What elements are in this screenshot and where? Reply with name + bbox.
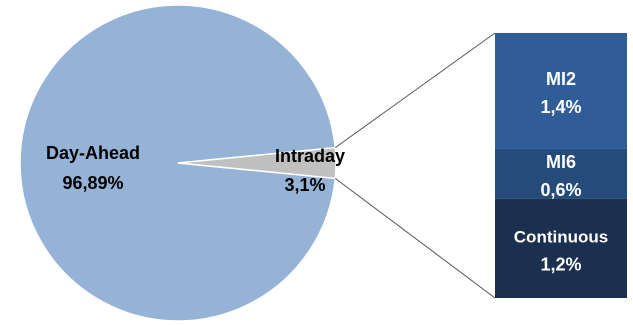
pie-group <box>19 4 337 322</box>
breakdown-bar <box>495 33 627 299</box>
label-intraday-value: 3,1% <box>284 175 325 195</box>
label-day-ahead-value: 96,89% <box>62 173 123 193</box>
label-mi2-name: MI2 <box>546 69 576 89</box>
label-mi6-name: MI6 <box>546 152 576 172</box>
label-mi6-value: 0,6% <box>540 180 581 200</box>
label-continuous-name: Continuous <box>514 227 608 246</box>
label-day-ahead-name: Day-Ahead <box>46 143 140 163</box>
bar-segment-mi6 <box>495 148 627 199</box>
bar-segment-mi2 <box>495 33 627 149</box>
bar-segment-continuous <box>495 198 627 299</box>
connector-bottom <box>334 177 496 299</box>
slice-intraday <box>177 146 337 180</box>
label-intraday-name: Intraday <box>275 146 345 166</box>
label-mi2-value: 1,4% <box>540 97 581 117</box>
bar-labels: MI2 1,4% MI6 0,6% Continuous 1,2% <box>514 69 608 274</box>
connector-lines <box>334 32 496 299</box>
pie-labels: Day-Ahead 96,89% Intraday 3,1% <box>46 143 345 195</box>
slice-day-ahead <box>19 4 337 322</box>
connector-top <box>334 32 496 149</box>
label-continuous-value: 1,2% <box>540 254 581 274</box>
